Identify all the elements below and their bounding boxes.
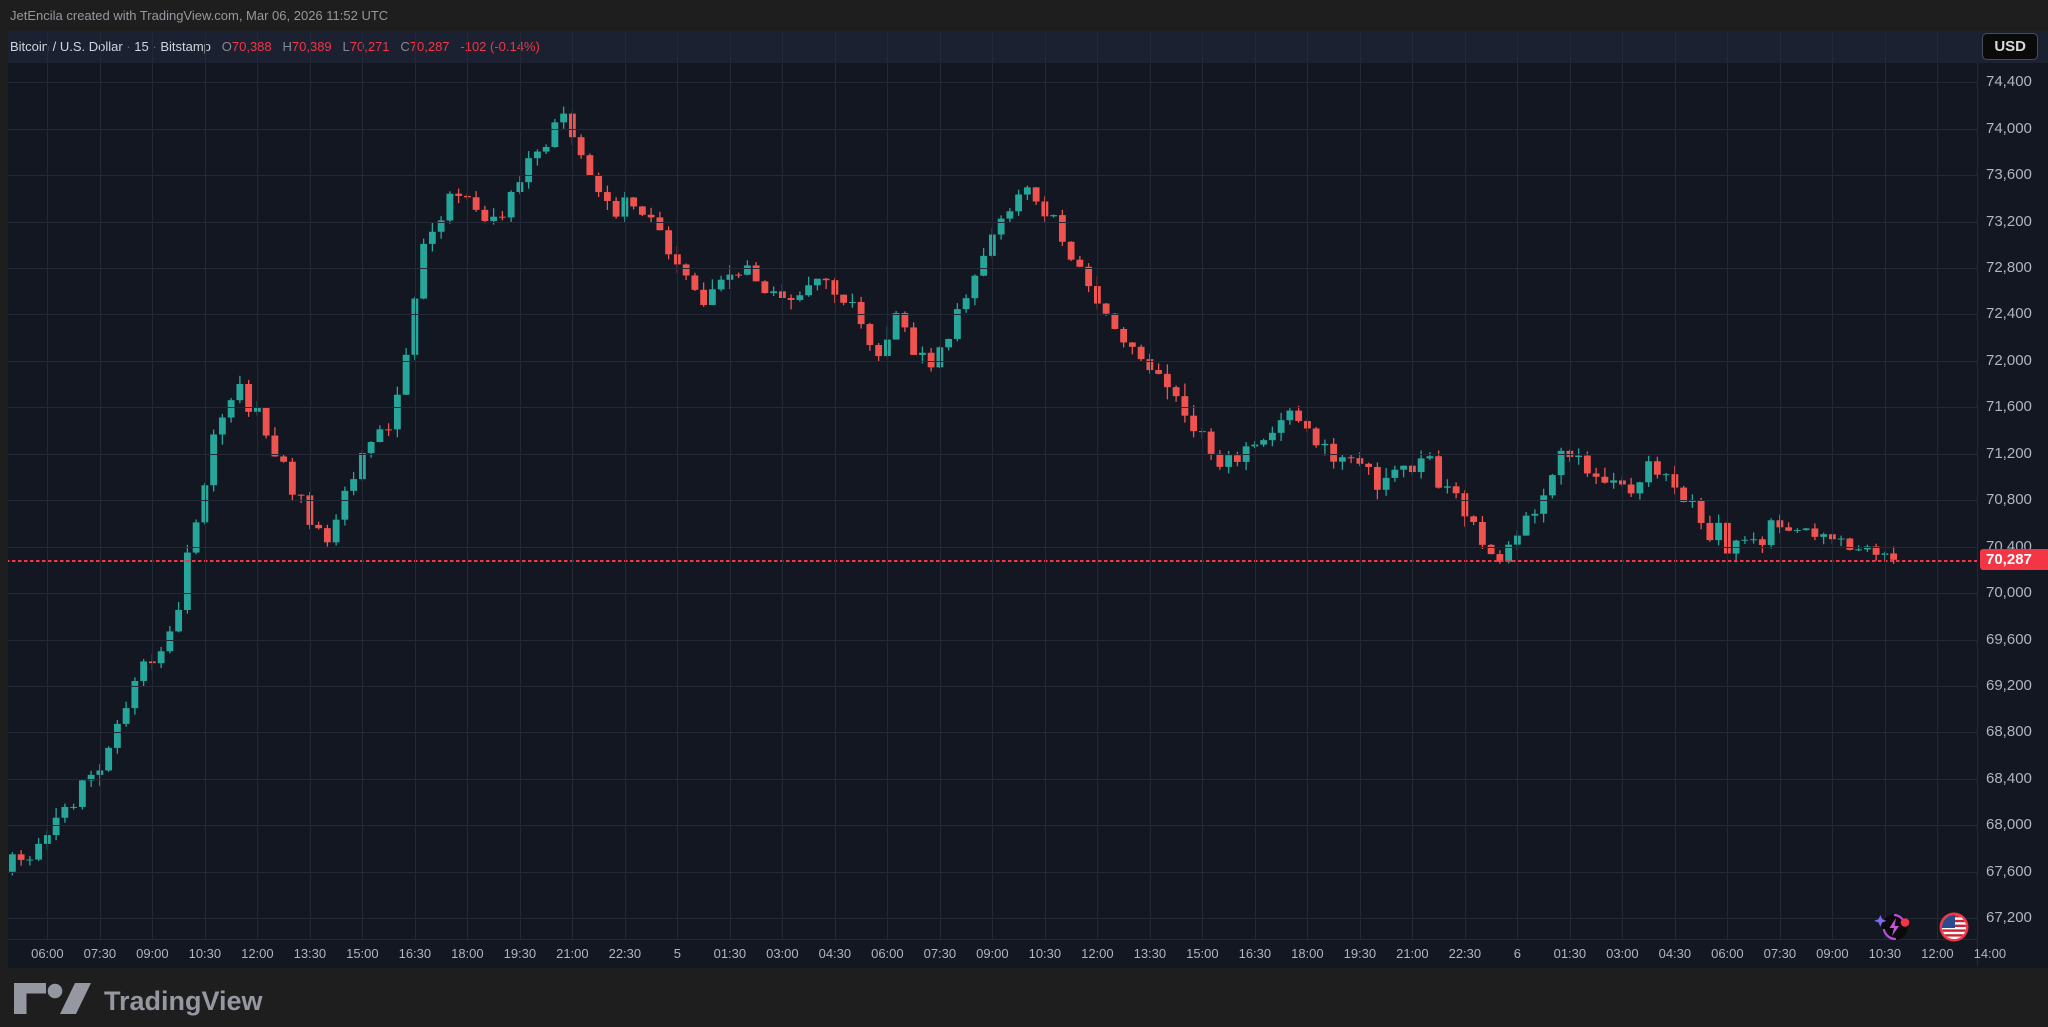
- svg-text:TradingView: TradingView: [104, 986, 264, 1016]
